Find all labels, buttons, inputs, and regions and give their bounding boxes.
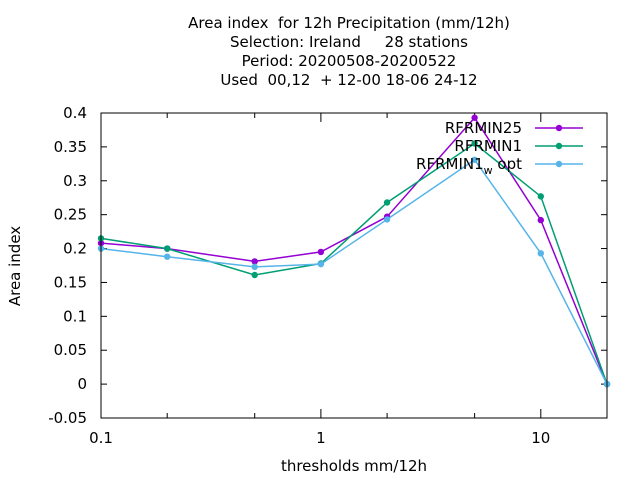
y-tick-label: 0.3 <box>63 172 87 190</box>
data-point <box>537 193 545 200</box>
x-axis-title: thresholds mm/12h <box>281 457 427 475</box>
y-tick-label: -0.05 <box>48 409 87 427</box>
data-point <box>317 260 325 268</box>
chart-title: Area index for 12h Precipitation (mm/12h… <box>0 14 640 90</box>
data-point <box>251 258 258 265</box>
title-line-1: Area index for 12h Precipitation (mm/12h… <box>188 14 510 32</box>
data-point <box>383 216 391 223</box>
y-tick-label: 0.1 <box>63 307 87 325</box>
data-point <box>163 253 171 260</box>
x-tick-label: 1 <box>316 429 326 447</box>
ticks-layer: -0.05 0 0.05 0.1 0.15 0.2 0.25 0.3 0.35 0.4 0.1 1 10 <box>48 104 608 447</box>
data-point <box>251 271 258 279</box>
plot-frame <box>100 112 608 419</box>
legend-label: RFRMIN1w opt <box>416 155 522 177</box>
title-line-2: Selection: Ireland 28 stations <box>230 33 468 51</box>
data-point <box>471 156 478 163</box>
data-point <box>163 245 171 252</box>
y-tick-label: 0 <box>77 375 87 393</box>
data-point <box>471 140 478 147</box>
series-layer <box>97 114 611 388</box>
y-tick-label: 0.2 <box>63 240 87 258</box>
y-tick-label: 0.35 <box>54 138 87 156</box>
title-line-3: Period: 20200508-20200522 <box>241 52 457 70</box>
legend-swatch-marker <box>555 142 563 150</box>
series-line-2 <box>100 142 608 385</box>
legend-swatch-marker <box>555 160 563 168</box>
series-line-3 <box>100 158 608 385</box>
data-point <box>383 199 391 206</box>
y-tick-label: 0.05 <box>54 341 87 359</box>
data-point <box>251 263 258 271</box>
x-tick-label: 10 <box>531 429 550 447</box>
legend-label: RFRMIN1 <box>454 137 522 155</box>
data-point <box>537 216 545 224</box>
series-line-1 <box>100 116 608 385</box>
y-tick-label: 0.4 <box>63 104 87 122</box>
legend-label: RFRMIN25 <box>445 119 522 137</box>
y-axis-title: Area index <box>6 226 24 306</box>
y-tick-label: 0.25 <box>54 206 87 224</box>
data-point <box>537 250 545 257</box>
legend-swatch-marker <box>555 124 563 132</box>
y-tick-label: 0.15 <box>54 273 87 291</box>
data-point <box>317 248 325 256</box>
x-tick-label: 0.1 <box>89 429 113 447</box>
data-point <box>471 114 478 121</box>
title-line-4: Used 00,12 + 12-00 18-06 24-12 <box>220 71 478 89</box>
